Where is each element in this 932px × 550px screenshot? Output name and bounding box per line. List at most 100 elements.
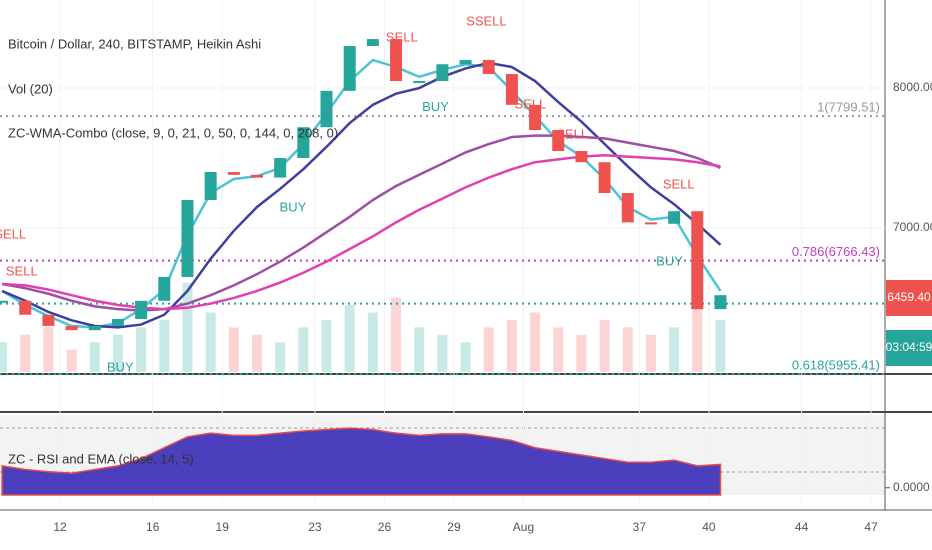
countdown: 03:04:59 [886, 340, 932, 354]
rsi-area [1, 427, 722, 496]
candle [227, 172, 240, 175]
signal-label: SELL [6, 263, 38, 278]
volume-bar [715, 319, 726, 372]
candle [621, 192, 634, 223]
x-tick-label: 40 [702, 520, 716, 534]
signal-label: BUY [280, 199, 307, 214]
volume-bar [182, 282, 193, 372]
volume-bar [599, 319, 610, 372]
volume-bar [344, 305, 355, 372]
volume-bar [576, 334, 587, 372]
candle [88, 325, 101, 331]
volume-bar [530, 312, 541, 372]
volume-bar [20, 334, 31, 372]
signal-label: BUY [107, 359, 134, 374]
candle [644, 222, 657, 225]
signal-label: BUY [422, 99, 449, 114]
indicator-label: Vol (20) [8, 81, 53, 96]
x-tick-label: 16 [146, 520, 160, 534]
countdown-tag [886, 330, 932, 366]
chart-title: Bitcoin / Dollar, 240, BITSTAMP, Heikin … [8, 36, 261, 51]
volume-bar [483, 327, 494, 372]
candle [598, 162, 611, 193]
volume-bar [367, 312, 378, 372]
candle [714, 295, 727, 310]
fib-label: 0.786(6766.43) [792, 244, 880, 259]
volume-bar [506, 319, 517, 372]
candle [552, 130, 565, 152]
candle [691, 211, 704, 310]
volume-bar [228, 327, 239, 372]
candle [668, 211, 681, 224]
candle [436, 64, 449, 82]
x-tick-label: 12 [53, 520, 67, 534]
candle [274, 158, 287, 178]
candle [366, 39, 379, 47]
volume-bar [298, 327, 309, 372]
signal-label: SELL [0, 226, 26, 241]
plot: 8000.00 7000.00 12 16 19 23 26 29 Aug 37 40 44 47 1(7… [0, 0, 932, 534]
volume-bar [437, 334, 448, 372]
moving-average [1, 61, 722, 329]
x-tick-label: 44 [795, 520, 809, 534]
candle [19, 300, 32, 315]
candle [158, 276, 171, 301]
candle [0, 300, 9, 303]
volume-bar [159, 319, 170, 372]
candle [204, 172, 217, 200]
last-price: 6459.40 [887, 290, 931, 304]
candle [111, 318, 124, 326]
volume-bar [89, 342, 100, 372]
candle [135, 300, 148, 319]
x-tick-label: 29 [447, 520, 461, 534]
volume-bar [321, 319, 332, 372]
candle [250, 174, 263, 178]
candle [297, 127, 310, 159]
candle [65, 325, 78, 331]
volume-bar [0, 342, 8, 372]
volume-bar [205, 312, 216, 372]
signal-label: SSELL [466, 14, 506, 29]
x-tick-label: 47 [864, 520, 878, 534]
y-tick-label: 0.0000 [893, 480, 930, 494]
signal-label: SELL [386, 30, 418, 45]
signal-label: SELL [556, 126, 588, 141]
volume-bar [414, 327, 425, 372]
y-tick-label: 7000.00 [893, 220, 932, 234]
candle [413, 81, 426, 84]
candle [482, 60, 495, 75]
rsi-title: ZC - RSI and EMA (close, 14, 5) [8, 451, 194, 466]
volume-bar [645, 334, 656, 372]
volume-bar [66, 349, 77, 372]
x-tick-label: 26 [378, 520, 392, 534]
candle [529, 104, 542, 131]
candle [343, 46, 356, 91]
signal-label: BUY [656, 253, 683, 268]
x-tick-label: 23 [308, 520, 322, 534]
volume-bar [391, 297, 402, 372]
candle [181, 199, 194, 277]
moving-average [1, 134, 721, 312]
x-tick-label: 37 [633, 520, 647, 534]
candle [390, 39, 403, 82]
signal-label: SELL [663, 176, 695, 191]
volume-bar [692, 305, 703, 372]
x-tick-label: Aug [513, 520, 534, 534]
indicator-label: ZC-WMA-Combo (close, 9, 0, 21, 0, 50, 0,… [8, 125, 338, 140]
candle [505, 74, 518, 105]
volume-bar [43, 327, 54, 372]
volume-bar [460, 342, 471, 372]
fib-label: 1(7799.51) [817, 100, 880, 115]
signal-label: SELL [515, 96, 547, 111]
volume-bar [112, 334, 123, 372]
moving-average [2, 153, 721, 311]
volume-bar [136, 327, 147, 372]
volume-bar [275, 342, 286, 372]
volume-bar [553, 327, 564, 372]
y-tick-label: 8000.00 [893, 80, 932, 94]
volume-bar [669, 327, 680, 372]
fib-label: 0.618(5955.41) [792, 358, 880, 373]
candle [320, 90, 333, 128]
candle [459, 60, 472, 65]
